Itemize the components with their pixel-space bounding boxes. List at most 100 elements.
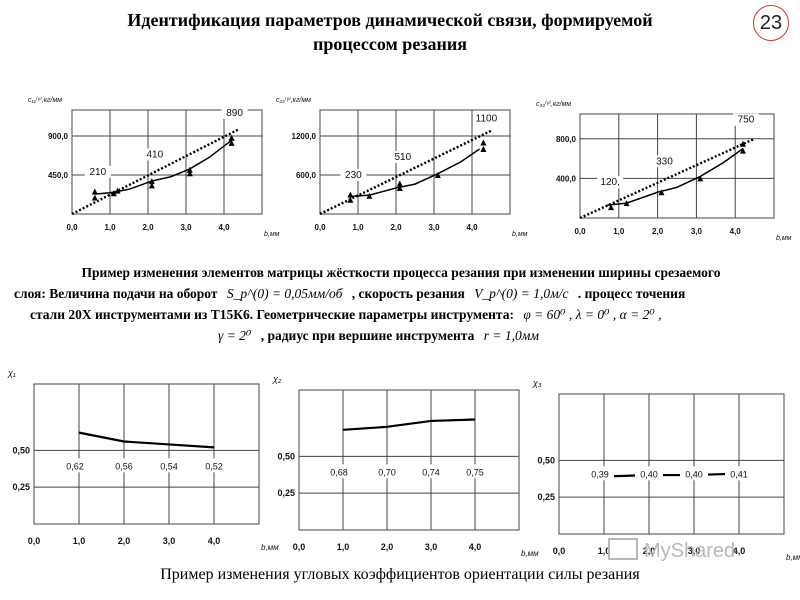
annotation-bg bbox=[389, 150, 416, 163]
data-label: 890 bbox=[226, 108, 243, 119]
y-tick-label: 0,50 bbox=[537, 455, 555, 465]
data-point-marker bbox=[186, 170, 193, 177]
watermark-text: MyShared bbox=[644, 540, 736, 562]
data-point-marker bbox=[148, 182, 155, 189]
data-point-marker bbox=[697, 175, 704, 182]
plot-frame bbox=[319, 109, 511, 215]
coefficient-chart-chi3: 0,0 1,0 2,0 3,0 4,0 0,25 0,50 χ₃ b,мм 0,39 0,40 0,4… bbox=[532, 378, 800, 562]
speed-text: , скорость резания bbox=[351, 286, 465, 301]
gamma-formula: γ = 2⁰ bbox=[218, 328, 252, 343]
data-label-bg bbox=[200, 458, 228, 473]
data-label: 210 bbox=[89, 167, 106, 178]
data-point-marker bbox=[91, 188, 98, 195]
plot-frame bbox=[33, 383, 260, 525]
description-line4: γ = 2⁰ , радиус при вершине инструмента … bbox=[12, 325, 790, 346]
data-point-marker bbox=[480, 139, 487, 146]
y-axis-label: c₂₂⁽ʸ⁾,кг/мм bbox=[276, 96, 311, 104]
y-axis-label: c₃₃⁽ʸ⁾,кг/мм bbox=[536, 100, 571, 108]
data-label-bg bbox=[110, 458, 138, 473]
annotation-bg bbox=[651, 155, 678, 168]
data-point-marker bbox=[480, 146, 487, 152]
annotation-bg bbox=[221, 106, 248, 119]
x-tick-label: 1,0 bbox=[104, 223, 116, 232]
x-tick-label: 3,0 bbox=[688, 546, 701, 556]
x-tick-label: 4,0 bbox=[218, 223, 230, 232]
x-tick-label: 0,0 bbox=[28, 536, 41, 546]
data-label-bg bbox=[586, 466, 614, 481]
radius-text: , радиус при вершине инструмента bbox=[260, 328, 475, 343]
data-point-marker bbox=[228, 139, 235, 146]
y-tick-label: 0,25 bbox=[12, 482, 30, 492]
x-tick-label: 0,0 bbox=[553, 546, 566, 556]
data-label: 0,56 bbox=[115, 461, 133, 471]
data-label: 0,40 bbox=[640, 469, 658, 479]
y-tick-label: 800,0 bbox=[556, 135, 577, 144]
data-point-marker bbox=[739, 140, 746, 147]
experiment-description: Пример изменения элементов матрицы жёстк… bbox=[12, 262, 790, 346]
x-tick-label: 3,0 bbox=[425, 542, 438, 552]
x-tick-label: 0,0 bbox=[66, 223, 78, 232]
tool-params-text: стали 20Х инструментами из Т15К6. Геомет… bbox=[30, 307, 514, 322]
data-label: 0,74 bbox=[422, 467, 440, 477]
annotation-bg bbox=[597, 176, 624, 189]
x-tick-label: 2,0 bbox=[142, 223, 154, 232]
data-point-marker bbox=[186, 166, 193, 173]
data-point-marker bbox=[434, 172, 441, 178]
slide-title-line1: Идентификация параметров динамической св… bbox=[127, 10, 653, 30]
feed-text: слоя: Величина подачи на оборот bbox=[14, 286, 218, 301]
data-point-marker bbox=[739, 147, 746, 154]
x-tick-label: 0,0 bbox=[314, 223, 326, 232]
y-axis-label: χ₁ bbox=[7, 368, 16, 378]
trend-line bbox=[94, 139, 233, 195]
plot-frame bbox=[71, 109, 263, 215]
x-axis-label: b,мм bbox=[512, 231, 528, 238]
data-label: 0,41 bbox=[730, 469, 748, 479]
data-label: 1100 bbox=[476, 114, 498, 125]
y-tick-label: 900,0 bbox=[48, 132, 69, 141]
coefficient-chart-chi2: 0,0 1,0 2,0 3,0 4,0 0,25 0,50 χ₂ b,мм 0,68 0,70 0,7… bbox=[272, 374, 539, 558]
data-label: 0,68 bbox=[330, 467, 348, 477]
data-point-marker bbox=[91, 194, 98, 201]
data-point-marker bbox=[114, 187, 121, 194]
x-tick-label: 4,0 bbox=[469, 542, 482, 552]
plot-frame bbox=[579, 113, 775, 219]
x-tick-label: 3,0 bbox=[428, 223, 440, 232]
data-label-bg bbox=[725, 466, 753, 481]
x-tick-label: 1,0 bbox=[352, 223, 364, 232]
data-label: 0,75 bbox=[466, 467, 484, 477]
x-tick-label: 2,0 bbox=[643, 546, 656, 556]
y-tick-label: 1200,0 bbox=[292, 132, 317, 141]
x-tick-label: 1,0 bbox=[598, 546, 611, 556]
x-tick-label: 2,0 bbox=[390, 223, 402, 232]
data-point-marker bbox=[608, 204, 615, 211]
data-point-marker bbox=[658, 189, 665, 196]
stiffness-chart-c22: 0,0 1,0 2,0 3,0 4,0 600,0 1200,0 c₂₂⁽ʸ⁾,кг/мм b,… bbox=[276, 96, 528, 238]
data-label: 0,39 bbox=[591, 469, 609, 479]
y-axis-label: c₁₁⁽ʸ⁾,кг/мм bbox=[28, 96, 62, 104]
x-tick-label: 2,0 bbox=[381, 542, 394, 552]
x-tick-label: 0,0 bbox=[293, 542, 306, 552]
y-tick-label: 0,50 bbox=[277, 451, 295, 461]
data-point-marker bbox=[396, 180, 403, 187]
x-axis-label: b,мм bbox=[776, 235, 792, 242]
slide-title-line2: процессом резания bbox=[312, 34, 468, 54]
data-point-marker bbox=[228, 134, 235, 141]
x-tick-label: 1,0 bbox=[73, 536, 86, 546]
data-point-marker bbox=[347, 191, 354, 198]
angles-formula: φ = 60⁰ , λ = 0⁰ , α = 2⁰ , bbox=[523, 307, 662, 322]
slide-caption: Пример изменения угловых коэффициентов о… bbox=[160, 566, 640, 583]
presentation-logo-icon bbox=[608, 538, 638, 560]
watermark: MyShared bbox=[608, 538, 735, 563]
data-label-bg bbox=[635, 466, 663, 481]
x-axis-label: b,мм bbox=[264, 231, 280, 238]
x-tick-label: 0,0 bbox=[574, 227, 586, 236]
x-tick-label: 3,0 bbox=[163, 536, 176, 546]
x-tick-label: 4,0 bbox=[208, 536, 221, 546]
x-axis-label: b,мм bbox=[521, 549, 539, 558]
x-tick-label: 2,0 bbox=[118, 536, 131, 546]
data-label: 510 bbox=[394, 152, 411, 163]
annotation-bg bbox=[340, 169, 367, 182]
data-point-marker bbox=[148, 178, 155, 185]
annotation-bg bbox=[473, 112, 500, 125]
annotation-bg bbox=[141, 148, 168, 161]
